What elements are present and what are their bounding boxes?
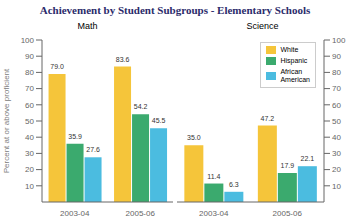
svg-text:54.2: 54.2 xyxy=(134,103,148,110)
svg-text:10: 10 xyxy=(25,182,34,191)
html-text:Science: Science xyxy=(246,21,279,31)
svg-text:50: 50 xyxy=(332,117,341,126)
svg-text:80: 80 xyxy=(332,68,341,77)
svg-text:100: 100 xyxy=(21,36,35,45)
svg-text:50: 50 xyxy=(25,117,34,126)
svg-text:20: 20 xyxy=(332,165,341,174)
svg-text:40: 40 xyxy=(25,133,34,142)
html-text:Achievement by Student Subgrou: Achievement by Student Subgroups - Eleme… xyxy=(39,4,311,16)
svg-text:2003-04: 2003-04 xyxy=(199,209,229,218)
svg-text:27.6: 27.6 xyxy=(86,146,100,153)
svg-text:35.0: 35.0 xyxy=(187,134,201,141)
svg-text:Percent at or above proficient: Percent at or above proficient xyxy=(8,68,11,173)
html-text:Hispanic: Hispanic xyxy=(280,57,308,64)
html-text:African: African xyxy=(280,68,303,75)
html-text:American: American xyxy=(280,76,310,83)
svg-text:2005-06: 2005-06 xyxy=(126,209,156,218)
svg-text:100: 100 xyxy=(332,36,342,45)
svg-text:10: 10 xyxy=(332,182,341,191)
svg-text:11.4: 11.4 xyxy=(207,173,220,180)
svg-text:80: 80 xyxy=(25,68,34,77)
svg-text:79.0: 79.0 xyxy=(50,63,64,70)
svg-text:6.3: 6.3 xyxy=(229,181,239,188)
svg-text:90: 90 xyxy=(332,52,341,61)
svg-text:45.5: 45.5 xyxy=(152,117,166,124)
svg-text:20: 20 xyxy=(25,165,34,174)
html-text:White: White xyxy=(280,46,299,53)
svg-text:17.9: 17.9 xyxy=(281,162,295,169)
svg-text:35.9: 35.9 xyxy=(68,133,82,140)
svg-text:60: 60 xyxy=(25,101,34,110)
svg-text:47.2: 47.2 xyxy=(261,115,275,122)
svg-text:2003-04: 2003-04 xyxy=(60,209,90,218)
svg-text:30: 30 xyxy=(25,149,34,158)
svg-text:30: 30 xyxy=(332,149,341,158)
svg-text:22.1: 22.1 xyxy=(301,155,315,162)
svg-text:40: 40 xyxy=(332,133,341,142)
svg-text:90: 90 xyxy=(25,52,34,61)
svg-text:60: 60 xyxy=(332,101,341,110)
svg-text:83.6: 83.6 xyxy=(116,56,130,63)
svg-text:70: 70 xyxy=(25,84,34,93)
svg-text:2005-06: 2005-06 xyxy=(273,209,303,218)
svg-text:70: 70 xyxy=(332,84,341,93)
html-text:Math: Math xyxy=(77,21,98,31)
